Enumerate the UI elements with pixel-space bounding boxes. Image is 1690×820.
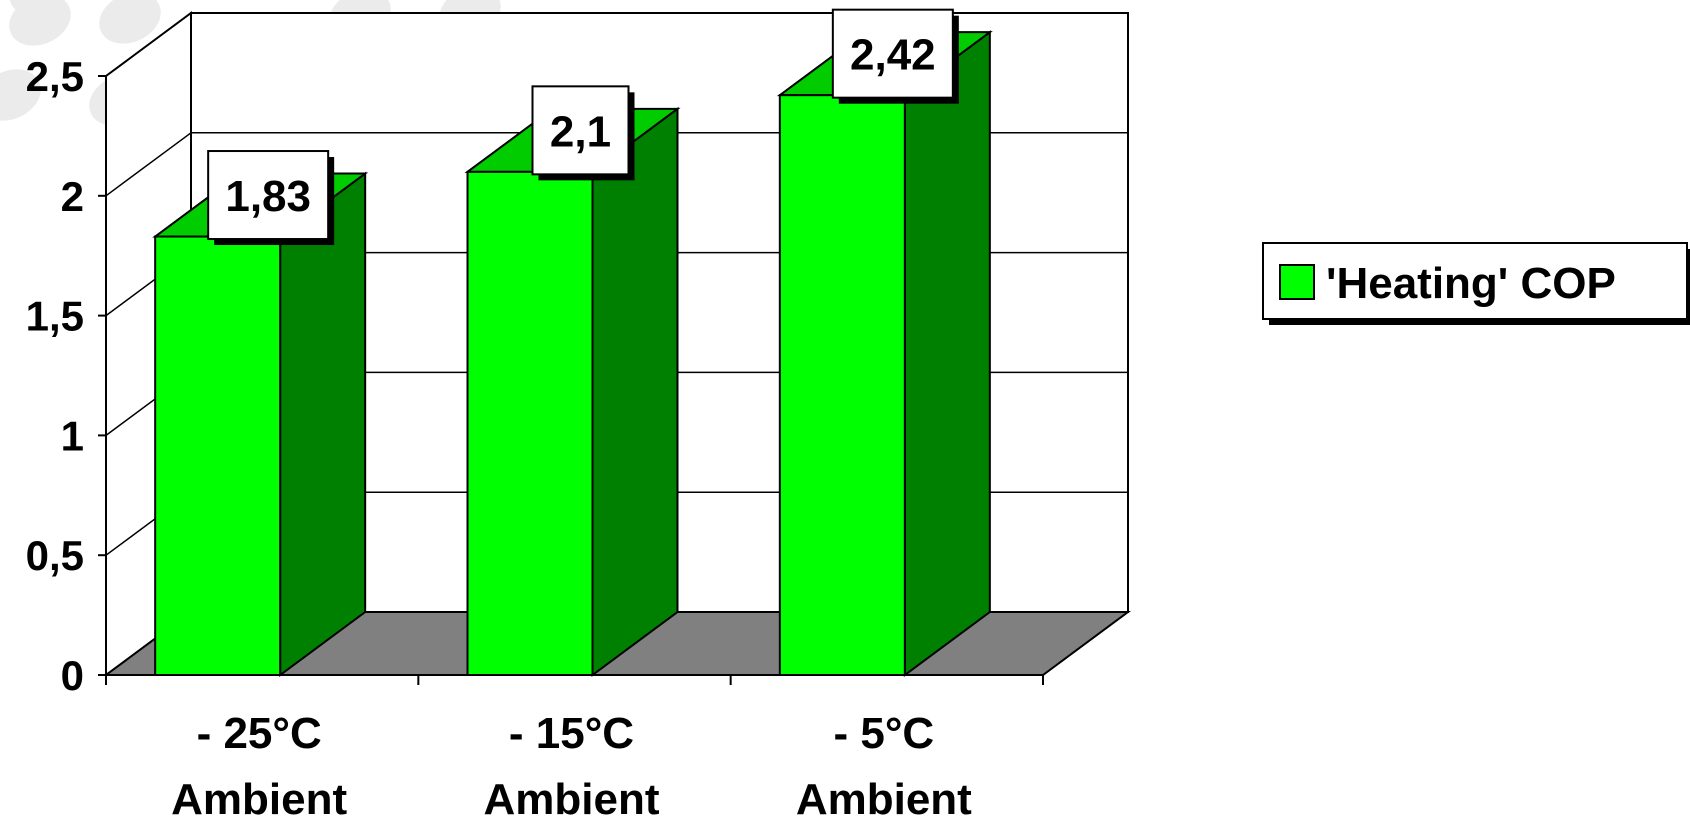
x-category-label: Ambient (484, 775, 660, 820)
x-category-label: - 15°C (509, 709, 634, 758)
legend-swatch (1279, 264, 1315, 300)
data-label-box (207, 150, 330, 241)
bar-side (591, 106, 679, 677)
bar (778, 94, 906, 676)
bar-side (279, 171, 367, 677)
x-category-label: Ambient (171, 775, 347, 820)
decor-spot (9, 0, 71, 16)
data-label: 2,42 (850, 31, 936, 80)
x-category-label: Ambient (796, 775, 972, 820)
data-label: 1,83 (225, 172, 311, 221)
gridline (105, 132, 192, 197)
bar-side (903, 30, 991, 677)
bar (466, 170, 594, 676)
y-tick-label: 2 (61, 173, 84, 220)
x-category-label: - 25°C (197, 709, 322, 758)
y-tick-label: 1 (61, 412, 84, 459)
y-axis-tick-labels: 0 0,5 1 1,5 2 2,5 (26, 53, 84, 699)
gridline (105, 12, 192, 77)
data-label: 2,1 (550, 107, 611, 156)
bars (152, 30, 993, 677)
y-tick-label: 0,5 (26, 532, 84, 579)
data-label-box (531, 85, 630, 176)
y-tick-label: 2,5 (26, 53, 84, 100)
decor-spot (0, 69, 41, 121)
legend-box (1262, 242, 1688, 320)
bar (154, 235, 282, 676)
x-axis-category-labels: - 25°C Ambient - 15°C Ambient - 5°C Ambient (171, 709, 972, 820)
y-tick-label: 0 (61, 652, 84, 699)
legend: 'Heating' COP (1262, 242, 1690, 325)
x-category-label: - 5°C (833, 709, 934, 758)
data-label-box (831, 8, 954, 99)
data-labels: 1,83 2,1 2,42 (207, 8, 959, 246)
y-tick-label: 1,5 (26, 293, 84, 340)
legend-label: 'Heating' COP (1326, 259, 1616, 308)
decor-spot (99, 0, 161, 44)
